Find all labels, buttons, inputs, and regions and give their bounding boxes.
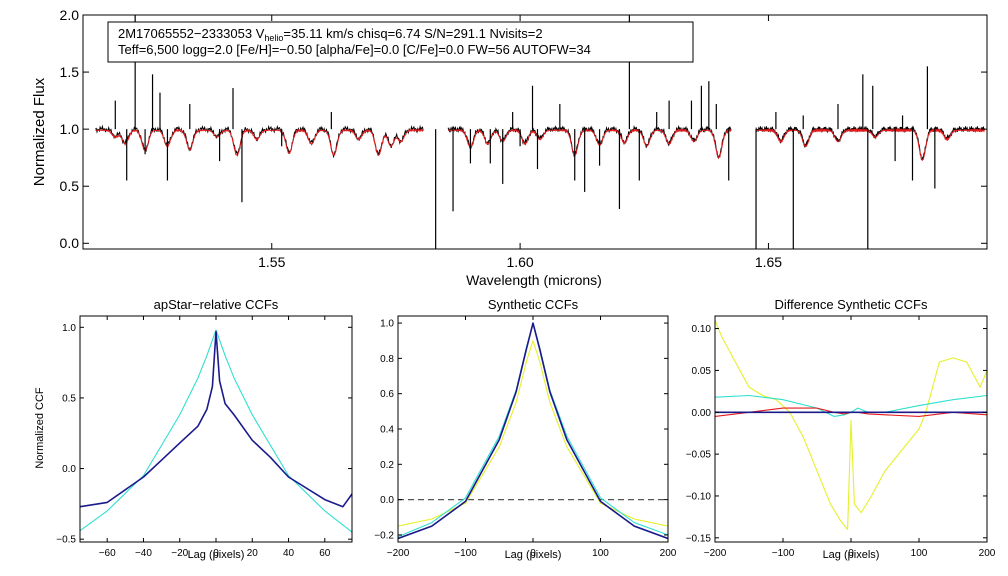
difference-ccf-series-group xyxy=(715,320,987,529)
synthetic-ccf-ytick-label: 0.2 xyxy=(380,460,394,471)
spectrum-ytick-label: 1.5 xyxy=(60,64,80,80)
info-line-1-suffix: =35.11 km/s chisq=6.74 S/N=291.1 Nvisits… xyxy=(283,26,542,41)
difference-ccf-ticks: −200 −100 0 100 200−0.15−0.10−0.050.000.050.… xyxy=(686,316,996,559)
apstar-ccf-ytick-label: 0.5 xyxy=(62,393,76,404)
synthetic-ccf-xtick-label: 200 xyxy=(660,548,677,559)
apstar-ccf-ytick-label: −0.5 xyxy=(56,535,76,546)
apstar-ccf-frame xyxy=(80,316,352,542)
spectrum-xtick-label: 1.60 xyxy=(506,254,533,270)
spectrum-ytick-label: 1.0 xyxy=(60,121,80,137)
spectrum-ytick-label: 0.0 xyxy=(60,235,80,251)
info-line-1: 2M17065552−2333053 Vhelio=35.11 km/s chi… xyxy=(118,26,543,43)
difference-ccf-xtick-label: −100 xyxy=(772,548,795,559)
difference-ccf-xtick-label: −200 xyxy=(704,548,727,559)
spectrum-xtick-label: 1.65 xyxy=(755,254,782,270)
difference-ccf-xtick-label: 100 xyxy=(911,548,928,559)
apstar-ccf-xtick-label: −20 xyxy=(171,548,188,559)
apstar-ccf-series-group xyxy=(80,330,352,532)
spectrum-xlabel: Wavelength (microns) xyxy=(466,272,602,288)
apstar-ccf-xtick-label: −60 xyxy=(99,548,116,559)
synthetic-ccf-xtick-label: 100 xyxy=(592,548,609,559)
figure: 1.55 1.60 1.65 0.0 0.5 1.0 1.5 2.0 Wavelength (… xyxy=(0,0,1008,576)
apstar-ccf-xtick-label: 40 xyxy=(283,548,295,559)
synthetic-ccf-ytick-label: 0.0 xyxy=(380,495,394,506)
synthetic-ccf-xlabel: Lag (pixels) xyxy=(505,549,562,561)
synthetic-ccf-frame xyxy=(398,316,668,542)
apstar-ccf-series-navy xyxy=(80,332,352,507)
difference-ccf-lines xyxy=(715,320,987,529)
apstar-ccf-ylabel: Normalized CCF xyxy=(34,387,46,469)
synthetic-ccf-panel: Synthetic CCFs −200 −100 0 100 200−0.20.00.2… xyxy=(374,297,677,561)
synthetic-ccf-xtick-label: −200 xyxy=(387,548,410,559)
difference-ccf-title: Difference Synthetic CCFs xyxy=(775,297,928,312)
apstar-ccf-series-cyan xyxy=(80,330,352,532)
synthetic-ccf-xtick-label: −100 xyxy=(454,548,477,559)
spectrum-ylabel: Normalized Flux xyxy=(31,77,48,186)
apstar-ccf-xtick-label: −40 xyxy=(135,548,152,559)
difference-ccf-ytick-label: −0.10 xyxy=(686,491,712,502)
synthetic-ccf-series-group xyxy=(398,323,668,538)
synthetic-ccf-ytick-label: 0.8 xyxy=(380,354,394,365)
apstar-ccf-panel: apStar−relative CCFs −60 −40 −20 0 20 40 60−0.… xyxy=(34,297,352,561)
difference-ccf-panel: Difference Synthetic CCFs −200 −100 0 100 20… xyxy=(686,297,996,561)
apstar-ccf-ytick-label: 0.0 xyxy=(62,464,76,475)
synthetic-ccf-series-navy xyxy=(398,323,668,538)
synthetic-ccf-ytick-label: 0.4 xyxy=(380,425,394,436)
difference-ccf-ytick-label: 0.00 xyxy=(692,408,712,419)
difference-ccf-xlabel: Lag (pixels) xyxy=(823,549,880,561)
synthetic-ccf-title: Synthetic CCFs xyxy=(488,297,579,312)
synthetic-ccf-ytick-label: 0.6 xyxy=(380,389,394,400)
spectrum-panel: 1.55 1.60 1.65 0.0 0.5 1.0 1.5 2.0 Wavelength (… xyxy=(31,7,987,288)
apstar-ccf-lines xyxy=(80,330,352,532)
apstar-ccf-ticks: −60 −40 −20 0 20 40 60−0.50.00.51.0 xyxy=(56,316,352,559)
spectrum-xtick-label: 1.55 xyxy=(258,254,285,270)
difference-ccf-ytick-label: 0.10 xyxy=(692,324,712,335)
difference-ccf-ytick-label: −0.05 xyxy=(686,450,712,461)
apstar-ccf-xtick-label: 60 xyxy=(319,548,331,559)
apstar-ccf-xtick-label: 20 xyxy=(247,548,259,559)
synthetic-ccf-series-red xyxy=(398,323,668,538)
difference-ccf-series-yellow xyxy=(715,320,987,529)
synthetic-ccf-series-yellow xyxy=(398,341,668,526)
synthetic-ccf-ytick-label: 1.0 xyxy=(380,319,394,330)
apstar-ccf-ytick-label: 1.0 xyxy=(62,323,76,334)
apstar-ccf-title: apStar−relative CCFs xyxy=(154,297,279,312)
difference-ccf-ytick-label: −0.15 xyxy=(686,533,712,544)
synthetic-ccf-ytick-label: −0.2 xyxy=(374,530,394,541)
difference-ccf-xtick-label: 200 xyxy=(979,548,996,559)
spectrum-ytick-label: 0.5 xyxy=(60,178,80,194)
info-line-1-prefix: 2M17065552−2333053 V xyxy=(118,26,265,41)
difference-ccf-ytick-label: 0.05 xyxy=(692,366,712,377)
apstar-ccf-xlabel: Lag (pixels) xyxy=(188,549,245,561)
synthetic-ccf-series-cyan xyxy=(398,323,668,537)
spectrum-ytick-label: 2.0 xyxy=(60,7,80,23)
info-line-2: Teff=6,500 logg=2.0 [Fe/H]=−0.50 [alpha/… xyxy=(118,42,591,57)
synthetic-ccf-lines xyxy=(398,323,668,538)
